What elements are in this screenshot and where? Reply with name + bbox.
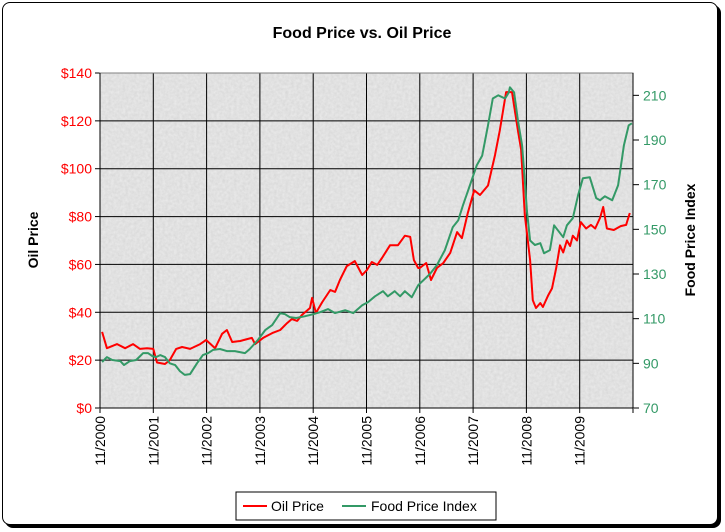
y2-tick-label: 110 (643, 311, 666, 327)
oil-price-line (101, 91, 631, 365)
x-tick-label: 11/2006 (412, 416, 428, 466)
y-tick-label: $100 (61, 161, 92, 177)
y2-tick-label: 70 (643, 400, 659, 416)
x-tick-label: 11/2007 (465, 416, 481, 466)
y-tick-label: $120 (61, 113, 92, 129)
y2-tick-label: 130 (643, 266, 667, 282)
y2-tick-label: 90 (643, 355, 659, 371)
y-axis-label: Oil Price (25, 211, 41, 268)
y2-tick-label: 210 (643, 87, 667, 103)
x-tick-label: 11/2004 (305, 416, 321, 466)
y-tick-label: $40 (69, 304, 93, 320)
y-tick-label: $60 (69, 256, 93, 272)
x-tick-label: 11/2008 (518, 416, 534, 466)
y-tick-label: $140 (61, 65, 92, 81)
y2-tick-label: 150 (643, 221, 667, 237)
legend-food-label: Food Price Index (371, 498, 477, 514)
y2-axis-label: Food Price Index (682, 183, 698, 296)
legend: Oil Price Food Price Index (235, 491, 497, 521)
x-tick-label: 11/2000 (92, 416, 108, 466)
y-tick-label: $0 (76, 400, 92, 416)
y-tick-label: $20 (69, 352, 93, 368)
x-tick-label: 11/2003 (252, 416, 268, 466)
y2-tick-label: 190 (643, 132, 667, 148)
x-tick-label: 11/2009 (572, 416, 588, 466)
legend-oil-label: Oil Price (271, 498, 324, 514)
y2-tick-label: 170 (643, 177, 667, 193)
chart-title: Food Price vs. Oil Price (273, 25, 452, 42)
x-tick-label: 11/2005 (359, 416, 375, 466)
food-price-index-line (101, 86, 633, 376)
y-tick-label: $80 (69, 209, 93, 225)
x-tick-label: 11/2002 (199, 416, 215, 466)
x-tick-label: 11/2001 (145, 416, 161, 466)
